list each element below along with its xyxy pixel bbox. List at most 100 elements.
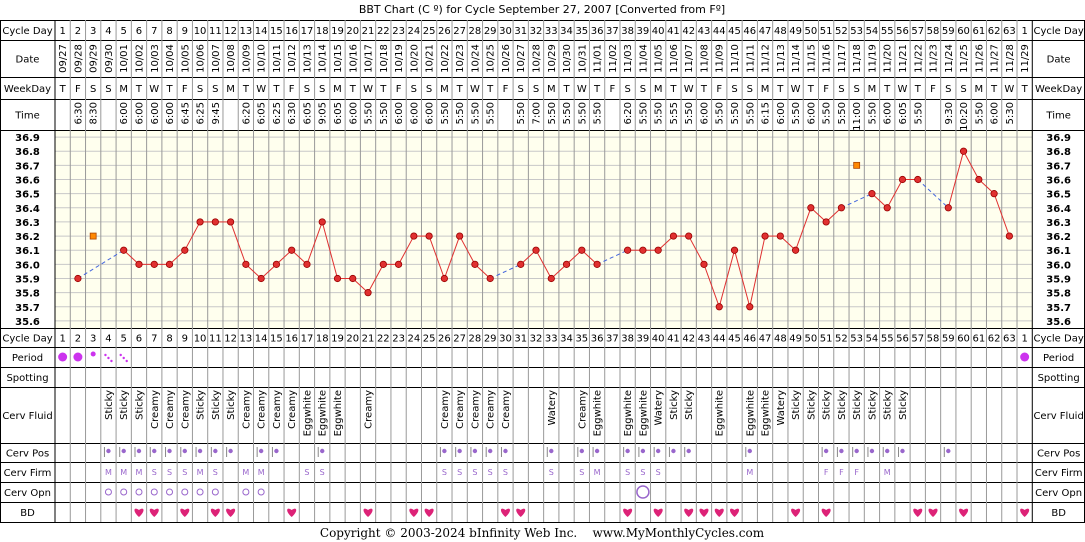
cerv-pos-marker <box>885 448 890 454</box>
y-tick-label: 35.6 <box>1046 317 1071 328</box>
row-label-cerv_fluid-left: Cerv Fluid <box>2 411 52 422</box>
temp-line-segment <box>734 250 751 307</box>
cerv-firm-label: M <box>258 468 265 477</box>
cerv-fluid-label: Sticky <box>211 390 222 420</box>
date-label: 11/10 <box>730 44 741 73</box>
cycle-day-label: 33 <box>545 334 558 345</box>
cycle-day-label: 51 <box>820 26 833 37</box>
cycle-day-label: 50 <box>804 334 817 345</box>
cycle-day-label: 38 <box>621 26 634 37</box>
row-label-period-left: Period <box>12 353 43 364</box>
row-label-cerv_pos-right: Cerv Pos <box>1037 449 1080 460</box>
temp-point <box>318 218 326 226</box>
cycle-day-label: 1 <box>59 334 65 345</box>
weekday-label: M <box>440 84 449 95</box>
temp-line-segment <box>947 151 965 208</box>
weekday-label: T <box>456 84 464 95</box>
row-label-cerv_fluid-right: Cerv Fluid <box>1033 411 1083 422</box>
weekday-label: T <box>242 84 250 95</box>
cerv-fluid-label: Creamy <box>165 390 176 429</box>
bd-heart-icon <box>363 508 373 517</box>
cerv-fluid-label: Creamy <box>272 390 283 429</box>
row-labels: Cycle Day Cycle Day Date Date WeekDay WeekDay… <box>2 26 1084 519</box>
row-label-cycle_day-left: Cycle Day <box>2 26 52 37</box>
excluded-temp-marker <box>89 232 97 240</box>
date-label: 11/01 <box>593 44 604 73</box>
weekday-label: S <box>426 84 432 95</box>
y-tick-label: 36.5 <box>1046 190 1071 201</box>
temp-point <box>791 246 800 254</box>
time-label: 5:50 <box>470 102 481 124</box>
y-tick-label: 35.6 <box>15 317 40 328</box>
temp-point <box>547 274 555 283</box>
y-tick-label: 35.7 <box>15 303 40 314</box>
cerv-fluid-label: Eggwhite <box>302 390 313 436</box>
cerv-fluid-label: Eggwhite <box>333 390 344 436</box>
period-marker <box>73 352 83 362</box>
cerv-fluid-label: Sticky <box>806 390 817 420</box>
date-label: 09/28 <box>73 44 84 73</box>
row-label-period-right: Period <box>1043 353 1074 364</box>
date-label: 10/20 <box>409 44 420 73</box>
row-label-time-left: Time <box>14 111 39 122</box>
time-label: 6:00 <box>150 102 161 124</box>
cerv-firm-label: M <box>136 468 143 477</box>
cerv-fluid-label: Creamy <box>287 390 298 429</box>
weekday-label: T <box>914 84 922 95</box>
cycle-day-label: 43 <box>698 26 711 37</box>
temp-point <box>394 260 403 268</box>
cycle-day-label: 54 <box>866 26 879 37</box>
date-label: 10/30 <box>562 44 573 73</box>
bd-heart-icon <box>226 508 236 517</box>
cycle-day-label: 39 <box>637 26 650 37</box>
cycle-day-label: 8 <box>166 334 172 345</box>
period-spot <box>122 356 125 360</box>
temp-point <box>562 260 571 268</box>
cerv-firm-label: S <box>167 468 172 477</box>
cycle-day-label: 18 <box>316 26 329 37</box>
cycle-day-label: 61 <box>972 334 985 345</box>
time-label: 6:00 <box>165 102 176 124</box>
cerv-pos-marker <box>136 448 142 454</box>
cycle-day-label: 25 <box>423 334 436 345</box>
cycle-day-label: 21 <box>362 26 375 37</box>
bd-heart-icon <box>516 508 526 517</box>
date-label: 11/21 <box>898 44 909 73</box>
cycle-day-label: 51 <box>820 334 833 345</box>
date-label: 11/11 <box>745 44 756 73</box>
weekday-label: W <box>1004 84 1014 95</box>
cycle-day-label: 47 <box>759 334 772 345</box>
temp-point <box>379 260 387 268</box>
y-tick-label: 36.3 <box>1046 218 1071 229</box>
cerv-fluid-label: Creamy <box>577 390 588 429</box>
weekday-label: T <box>349 84 357 95</box>
cycle-day-label: 57 <box>911 26 924 37</box>
bd-heart-icon <box>287 508 297 517</box>
date-label: 10/18 <box>379 44 390 73</box>
cycle-day-label: 16 <box>285 334 298 345</box>
weekday-label: W <box>577 84 587 95</box>
date-label: 10/01 <box>119 44 130 73</box>
cerv-fluid-label: Watery <box>654 390 665 426</box>
date-label: 11/03 <box>623 44 634 73</box>
cerv-firm-label: S <box>549 468 554 477</box>
temp-point <box>165 260 174 268</box>
cerv-pos-marker <box>640 448 646 454</box>
date-label: 10/16 <box>348 44 359 73</box>
row-label-cycle_day-right: Cycle Day <box>1034 334 1084 345</box>
cerv-pos-marker <box>472 448 478 454</box>
temp-point <box>715 303 723 311</box>
cycle-day-label: 23 <box>392 334 405 345</box>
temp-line-segment <box>367 264 384 293</box>
date-label: 11/20 <box>883 44 894 73</box>
temp-point <box>364 289 372 297</box>
cycle-day-label: 27 <box>453 334 466 345</box>
y-tick-label: 35.8 <box>1046 289 1071 300</box>
weekday-label: S <box>197 84 203 95</box>
time-label: 6:30 <box>287 102 298 124</box>
cerv-open-marker <box>181 488 189 496</box>
temp-point <box>959 147 968 155</box>
weekday-label: M <box>547 84 556 95</box>
cerv-pos-marker <box>274 448 279 454</box>
cerv-open-marker <box>242 488 250 496</box>
